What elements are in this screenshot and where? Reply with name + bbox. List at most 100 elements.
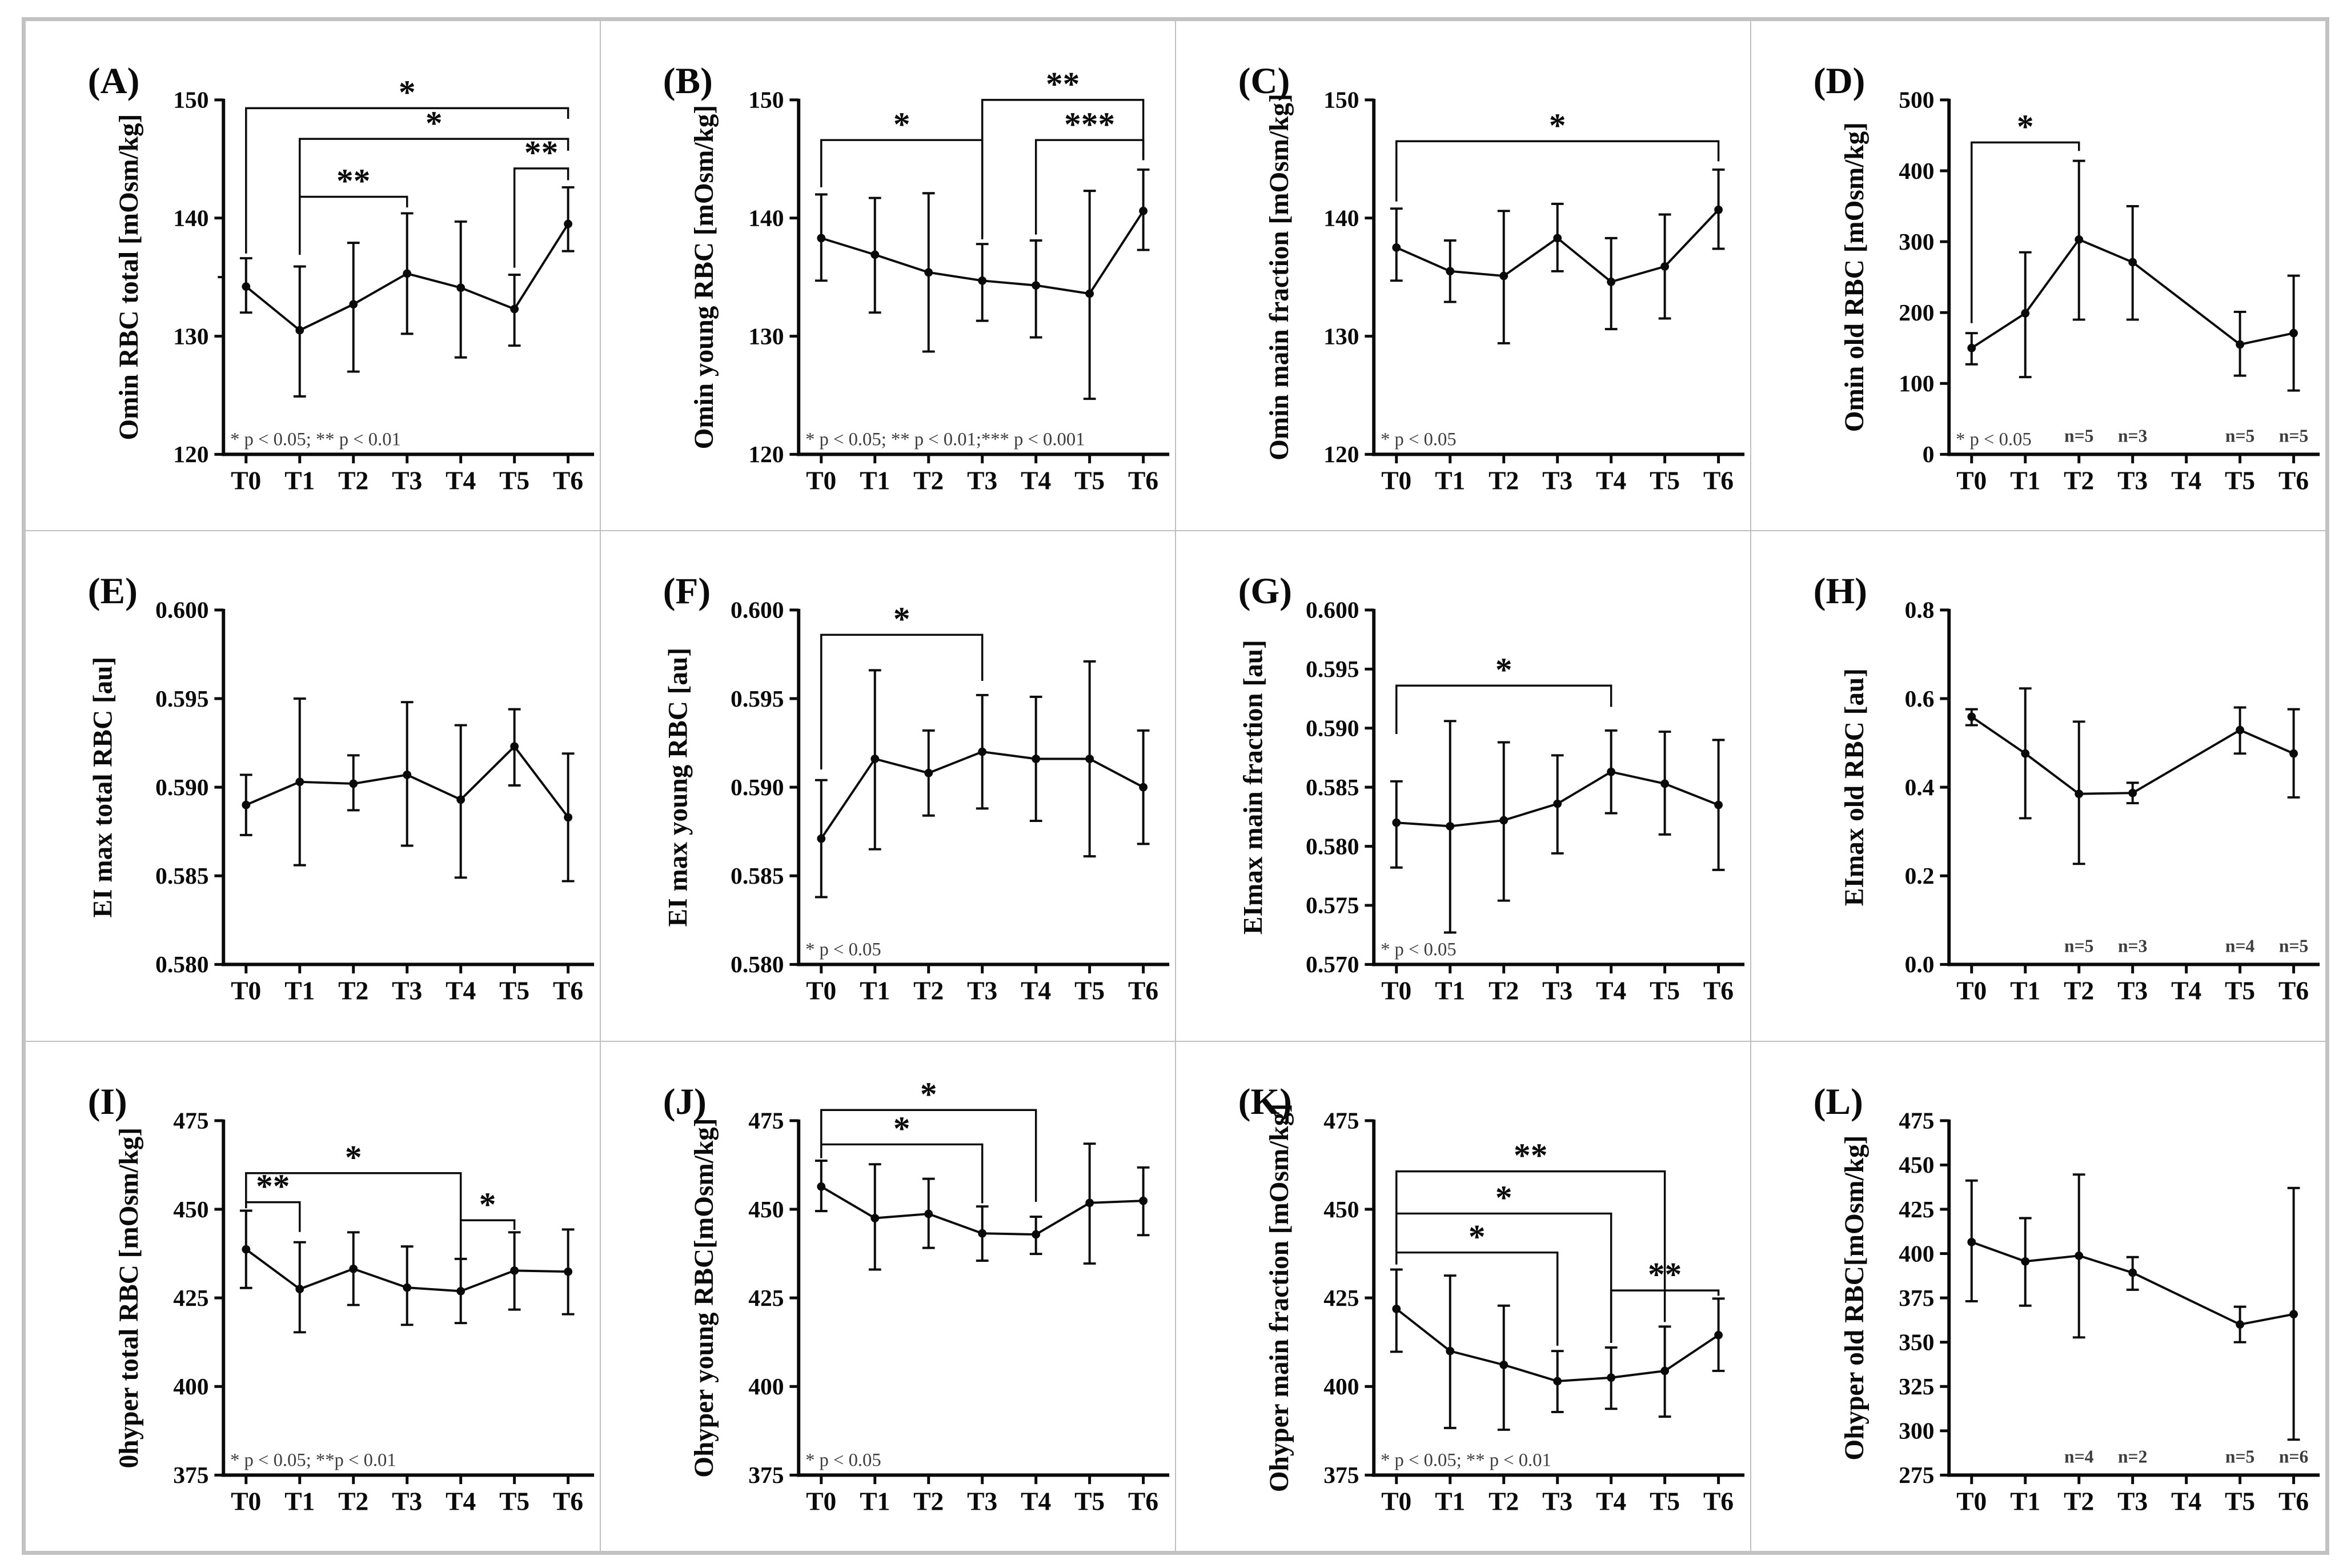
data-point bbox=[1032, 281, 1041, 290]
data-points bbox=[1392, 205, 1723, 286]
x-ticks: T0 T1 T2 T3 T4 T5 T6 bbox=[1956, 1475, 2309, 1515]
x-tick-label: T5 bbox=[2225, 467, 2255, 495]
x-tick-label: T3 bbox=[1542, 467, 1572, 495]
sig-label: * bbox=[345, 1138, 362, 1176]
n-label: n=6 bbox=[2279, 1446, 2308, 1466]
data-point bbox=[870, 755, 880, 764]
y-tick-label: 425 bbox=[1899, 1196, 1934, 1222]
y-tick-label: 375 bbox=[173, 1462, 208, 1488]
sig-label: ** bbox=[524, 134, 558, 171]
x-tick-label: T3 bbox=[967, 977, 997, 1005]
y-tick-label: 300 bbox=[1899, 1417, 1934, 1443]
panel-b: (B) Omin young RBC [mOsm/kg] 120 130 140 150 T… bbox=[601, 21, 1175, 531]
panel-letter: (J) bbox=[663, 1081, 707, 1122]
sig-bracket bbox=[820, 139, 984, 239]
data-point bbox=[2128, 789, 2137, 797]
x-tick-label: T1 bbox=[1435, 467, 1465, 495]
data-point bbox=[242, 282, 251, 291]
data-point bbox=[870, 250, 880, 259]
x-tick-label: T1 bbox=[1435, 1487, 1465, 1515]
x-tick-label: T0 bbox=[806, 467, 836, 495]
x-tick-label: T5 bbox=[1650, 1487, 1680, 1515]
error-bars bbox=[1965, 1173, 2300, 1441]
x-tick-label: T3 bbox=[392, 977, 422, 1005]
significance-footnote: * p < 0.05 bbox=[1381, 430, 1457, 450]
y-tick-label: 130 bbox=[748, 323, 784, 349]
data-point bbox=[1446, 822, 1455, 831]
panel-f-chart: (F)EI max young RBC [au]0.5800.5850.5900… bbox=[663, 571, 1170, 1005]
y-axis-label: Omin RBC total [mOsm/kg] bbox=[114, 114, 144, 440]
x-tick-label: T5 bbox=[1650, 467, 1680, 495]
y-tick-label: 375 bbox=[1899, 1285, 1934, 1311]
n-label: n=4 bbox=[2064, 1446, 2094, 1466]
panel-l: (L) Ohyper old RBC[mOsm/kg] 275 300 325 350 37… bbox=[1751, 1041, 2325, 1551]
sig-label: * bbox=[1495, 1178, 1512, 1216]
y-ticks: 120 130 140 150 bbox=[173, 87, 224, 467]
x-tick-label: T1 bbox=[2010, 467, 2040, 495]
sig-label: ** bbox=[336, 162, 370, 200]
data-point bbox=[2021, 749, 2030, 758]
data-point bbox=[1499, 271, 1509, 280]
x-tick-label: T4 bbox=[1596, 467, 1626, 495]
y-axis-label: EI max young RBC [au] bbox=[663, 648, 693, 927]
x-tick-label: T4 bbox=[446, 467, 476, 495]
y-tick-label: 0.585 bbox=[731, 863, 784, 889]
y-ticks: 0.580 0.585 0.590 0.595 0.600 bbox=[155, 597, 224, 978]
data-point bbox=[1714, 205, 1723, 214]
panel-e: (E) EI max total RBC [au] 0.580 0.585 0.590 0… bbox=[26, 531, 600, 1041]
y-tick-label: 0.580 bbox=[155, 952, 208, 978]
data-point bbox=[978, 748, 987, 756]
x-tick-label: T3 bbox=[967, 1487, 997, 1515]
y-tick-label: 0.580 bbox=[731, 952, 784, 978]
data-point bbox=[1607, 1373, 1616, 1382]
y-ticks: 0.0 0.2 0.4 0.6 0.8 bbox=[1905, 597, 1949, 977]
panel-c: (C) Omin main fraction [mOsm/kg] 120 130 140… bbox=[1176, 21, 1750, 531]
y-ticks: 0.570 0.575 0.580 0.585 0.590 0.595 0.600 bbox=[1306, 597, 1374, 977]
data-point bbox=[1660, 779, 1670, 788]
data-point bbox=[456, 795, 466, 804]
x-tick-label: T0 bbox=[231, 1487, 261, 1515]
y-tick-label: 150 bbox=[748, 87, 784, 113]
x-tick-label: T0 bbox=[1956, 467, 1987, 495]
n-label: n=5 bbox=[2064, 426, 2093, 446]
y-tick-label: 0.2 bbox=[1905, 863, 1935, 889]
x-ticks: T0 T1 T2 T3 T4 T5 T6 bbox=[231, 1475, 583, 1515]
sig-brackets: ****** bbox=[1395, 1137, 1720, 1346]
sig-bracket bbox=[299, 195, 408, 255]
x-tick-label: T2 bbox=[913, 977, 944, 1005]
data-point bbox=[817, 234, 826, 243]
y-tick-label: 400 bbox=[1323, 1373, 1359, 1399]
y-tick-label: 100 bbox=[1899, 370, 1934, 396]
data-point bbox=[924, 769, 933, 778]
sig-bracket bbox=[820, 1143, 984, 1204]
sig-label: * bbox=[893, 1109, 910, 1147]
y-axis-label: EImax old RBC [au] bbox=[1840, 668, 1869, 906]
y-axis-label: EI max total RBC [au] bbox=[88, 657, 118, 918]
y-tick-label: 0.580 bbox=[1306, 833, 1359, 860]
y-ticks: 120 130 140 150 bbox=[748, 87, 799, 467]
x-tick-label: T2 bbox=[338, 1487, 368, 1515]
y-tick-label: 450 bbox=[1323, 1196, 1359, 1222]
data-point bbox=[2289, 749, 2298, 758]
x-ticks: T0 T1 T2 T3 T4 T5 T6 bbox=[231, 964, 583, 1005]
x-tick-label: T6 bbox=[1703, 977, 1734, 1005]
x-tick-label: T5 bbox=[499, 977, 529, 1005]
y-axis-label: Omin young RBC [mOsm/kg] bbox=[689, 105, 719, 450]
x-tick-label: T3 bbox=[1542, 977, 1572, 1005]
x-tick-label: T6 bbox=[1703, 467, 1734, 495]
x-tick-label: T4 bbox=[1021, 977, 1051, 1005]
x-tick-label: T3 bbox=[967, 467, 997, 495]
data-point bbox=[1660, 1366, 1670, 1375]
data-point bbox=[1553, 800, 1562, 808]
x-tick-label: T3 bbox=[392, 1487, 422, 1515]
sig-brackets: * bbox=[1395, 651, 1612, 735]
y-tick-label: 200 bbox=[1899, 299, 1934, 326]
panel-a-chart: (A) Omin RBC total [mOsm/kg] 120 130 140 150 T… bbox=[88, 61, 595, 495]
sig-bracket bbox=[820, 1109, 1037, 1202]
x-ticks: T0 T1 T2 T3 T4 T5 T6 bbox=[806, 1475, 1158, 1515]
x-tick-label: T5 bbox=[1650, 977, 1680, 1005]
data-point bbox=[295, 777, 304, 787]
data-point bbox=[349, 779, 358, 788]
y-tick-label: 0.595 bbox=[155, 685, 208, 712]
y-tick-label: 0.0 bbox=[1905, 952, 1935, 978]
